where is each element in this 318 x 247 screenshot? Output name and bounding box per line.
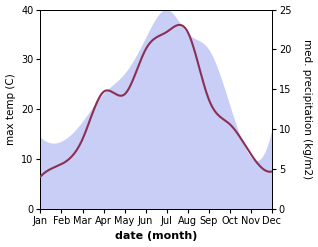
X-axis label: date (month): date (month) xyxy=(115,231,197,242)
Y-axis label: max temp (C): max temp (C) xyxy=(5,73,16,145)
Y-axis label: med. precipitation (kg/m2): med. precipitation (kg/m2) xyxy=(302,39,313,179)
